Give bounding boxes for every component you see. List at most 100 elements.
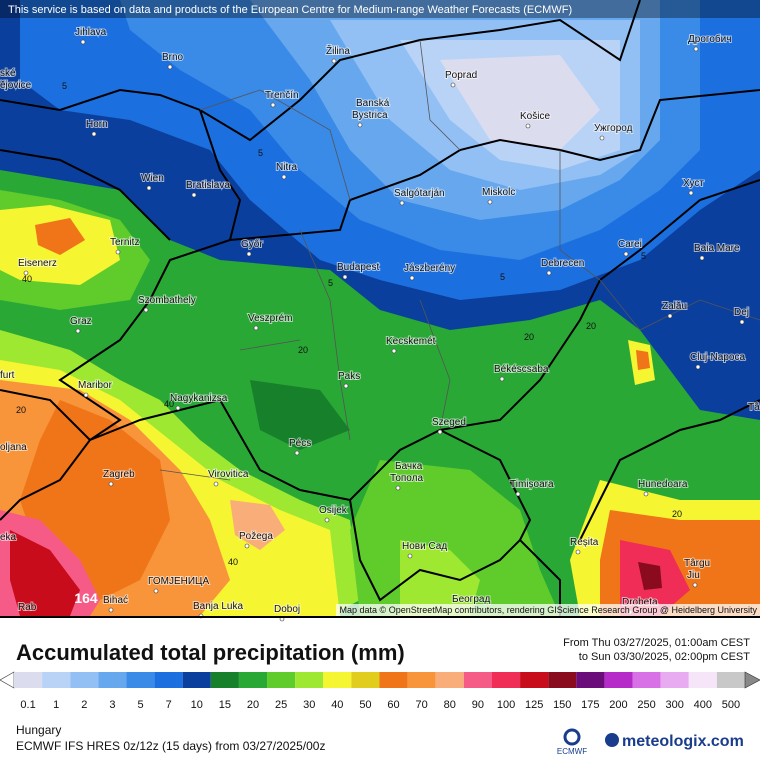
city-label: Reșita (570, 537, 599, 548)
city-label: Trenčín (265, 90, 299, 101)
city-dot (343, 383, 349, 389)
city-dot (115, 249, 121, 255)
city-dot (399, 200, 405, 206)
city-dot (357, 122, 363, 128)
city-label: Brno (162, 52, 184, 63)
scale-label: 70 (416, 699, 428, 711)
scale-swatch (491, 672, 521, 688)
city-label: Horn (86, 119, 108, 130)
city-label: Szombathely (138, 295, 196, 306)
city-dot (667, 313, 673, 319)
city-dot (695, 364, 701, 370)
city-label: Carei (618, 239, 642, 250)
scale-swatch (42, 672, 71, 688)
scale-label: 150 (553, 699, 571, 711)
city-label: Топола (390, 473, 423, 484)
city-label: Nitra (276, 162, 298, 173)
scale-swatch (435, 672, 464, 688)
scale-label: 40 (331, 699, 343, 711)
city-dot (643, 491, 649, 497)
contour-label: 5 (62, 81, 67, 91)
contour-label: 40 (164, 399, 174, 409)
city-label: Osijek (319, 505, 348, 516)
city-label: Debrecen (541, 258, 584, 269)
scale-swatch (182, 672, 211, 688)
scale-swatch (463, 672, 492, 688)
city-label: Veszprém (248, 313, 292, 324)
city-dot (575, 549, 581, 555)
period-to: to Sun 03/30/2025, 02:00pm CEST (579, 651, 751, 663)
city-dot (23, 270, 29, 276)
city-label: Ternitz (110, 237, 139, 248)
city-dot (699, 255, 705, 261)
city-label: Нови Сад (402, 541, 447, 552)
city-dot (450, 82, 456, 88)
scale-swatch (520, 672, 549, 688)
scale-swatch (14, 672, 43, 688)
city-label: Baia Mare (694, 243, 740, 254)
city-label: Hunedoara (638, 479, 688, 490)
contour-label: 5 (328, 278, 333, 288)
city-dot (270, 102, 276, 108)
ecmwf-logo: ECMWF (557, 747, 587, 756)
scale-label: 5 (137, 699, 143, 711)
city-dot (342, 274, 348, 280)
city-dot (515, 491, 521, 497)
city-dot (175, 405, 181, 411)
period-from: From Thu 03/27/2025, 01:00am CEST (563, 637, 750, 649)
city-label: Virovitica (208, 469, 249, 480)
city-label: Poprad (445, 70, 477, 81)
city-dot (108, 481, 114, 487)
scale-arrow-right (744, 671, 760, 689)
city-label: Doboj (274, 604, 300, 615)
city-label: Zagreb (103, 469, 135, 480)
city-label: Győr (241, 239, 263, 250)
city-dot (688, 190, 694, 196)
city-label: Ужгород (594, 123, 633, 134)
scale-swatch (98, 672, 127, 688)
scale-label: 2 (81, 699, 87, 711)
city-dot (739, 319, 745, 325)
scale-swatch (267, 672, 296, 688)
city-dot (153, 588, 159, 594)
scale-swatch (576, 672, 605, 688)
city-dot (167, 64, 173, 70)
scale-label: 200 (609, 699, 627, 711)
city-label: Timișoara (510, 479, 554, 490)
scale-label: 250 (637, 699, 655, 711)
scale-label: 60 (387, 699, 399, 711)
city-dot (108, 607, 114, 613)
city-label: Dej (734, 307, 749, 318)
model-info: ECMWF IFS HRES 0z/12z (15 days) from 03/… (16, 739, 325, 753)
city-label: Бачка (395, 461, 423, 472)
scale-label: 90 (472, 699, 484, 711)
data-notice: This service is based on data and produc… (8, 4, 572, 16)
city-label: Banja Luka (193, 601, 243, 612)
city-label: Budapest (337, 262, 379, 273)
scale-label: 25 (275, 699, 287, 711)
scale-swatch (70, 672, 99, 688)
city-dot (294, 450, 300, 456)
scale-swatch (154, 672, 183, 688)
scale-label: 10 (191, 699, 203, 711)
contour-label: 20 (586, 321, 596, 331)
scale-swatch (210, 672, 239, 688)
city-dot (499, 376, 505, 382)
color-scale: 0.1 1 2 3 5 7 10 15 20 25 30 40 50 60 70 80 90 100 125 150 1… (0, 671, 760, 711)
max-value-label: 164 (74, 590, 98, 606)
city-dot (407, 553, 413, 559)
city-label: Požega (239, 531, 273, 542)
city-label: Хуст (683, 178, 704, 189)
attribution-bar (336, 604, 760, 616)
legend-title: Accumulated total precipitation (mm) (16, 640, 405, 665)
city-label: Žilina (326, 44, 350, 57)
city-label: Bratislava (186, 180, 230, 191)
city-label: ské (0, 68, 16, 79)
city-label: Banská (356, 98, 390, 109)
city-label: Дрогобич (688, 33, 731, 45)
city-dot (191, 192, 197, 198)
city-label: Eisenerz (18, 258, 57, 269)
city-label: Jihlava (75, 27, 107, 38)
city-dot (253, 325, 259, 331)
